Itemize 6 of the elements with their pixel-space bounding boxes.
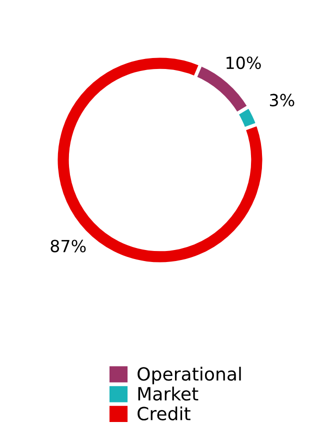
legend-label: Credit [138, 406, 190, 420]
legend-label: Operational [138, 366, 241, 384]
data-label: 10% [226, 56, 261, 70]
data-label: 3% [270, 94, 294, 106]
legend-label: Market [138, 386, 198, 401]
data-label: 87% [50, 240, 86, 252]
